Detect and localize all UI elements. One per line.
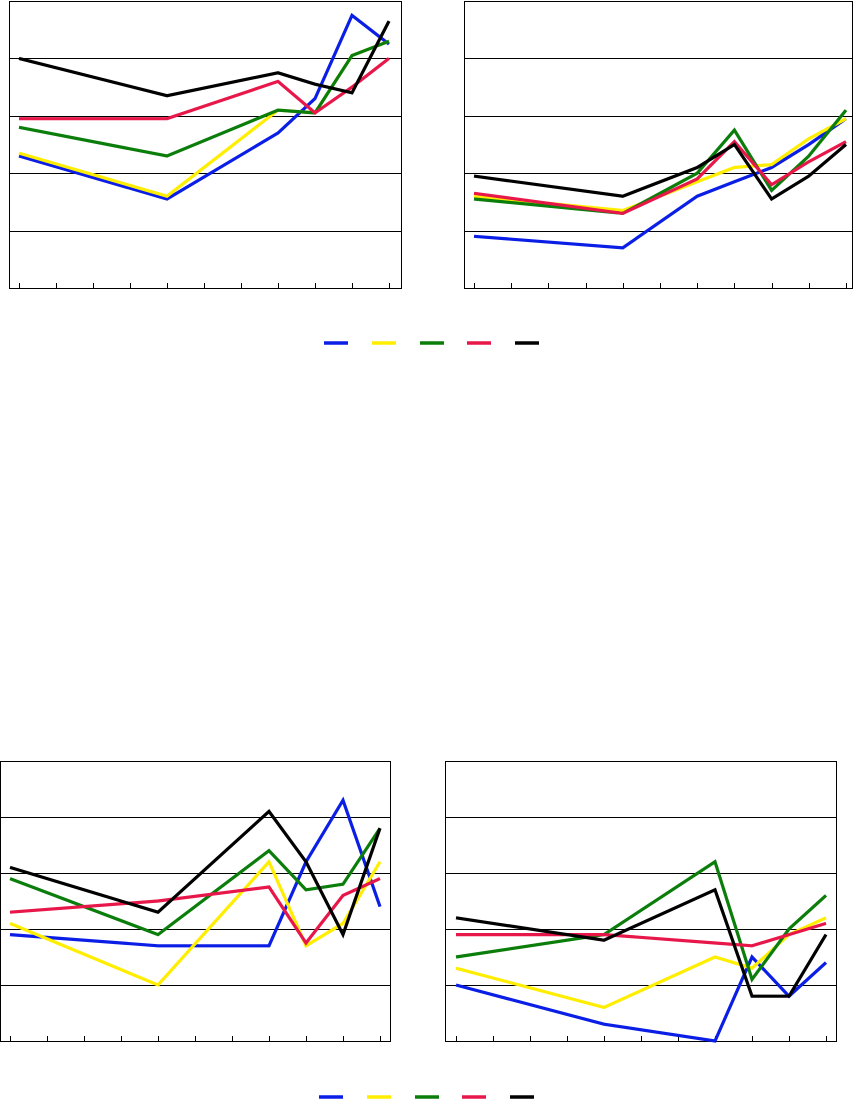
series-line-red — [9, 877, 381, 946]
plot-frame — [9, 1, 402, 289]
chart-1 — [9, 1, 402, 289]
series-line-blue — [455, 954, 828, 1043]
series-line-yellow — [473, 117, 847, 213]
series-line-yellow — [455, 916, 827, 1010]
chart-3 — [0, 761, 391, 1042]
chart-4 — [445, 761, 837, 1043]
plot-frame — [464, 1, 853, 289]
series-line-red — [473, 139, 847, 216]
series-line-green — [18, 39, 390, 158]
series-line-black — [9, 809, 382, 939]
series-line-blue — [473, 117, 847, 250]
series-line-black — [18, 20, 391, 98]
chart-2 — [464, 1, 853, 289]
series-line-green — [455, 859, 828, 983]
series-line-blue — [18, 12, 390, 201]
plot-frame — [445, 761, 837, 1042]
series-line-black — [473, 142, 848, 202]
plot-frame — [0, 761, 391, 1042]
series-line-black — [455, 887, 828, 998]
series-line-green — [9, 827, 382, 937]
